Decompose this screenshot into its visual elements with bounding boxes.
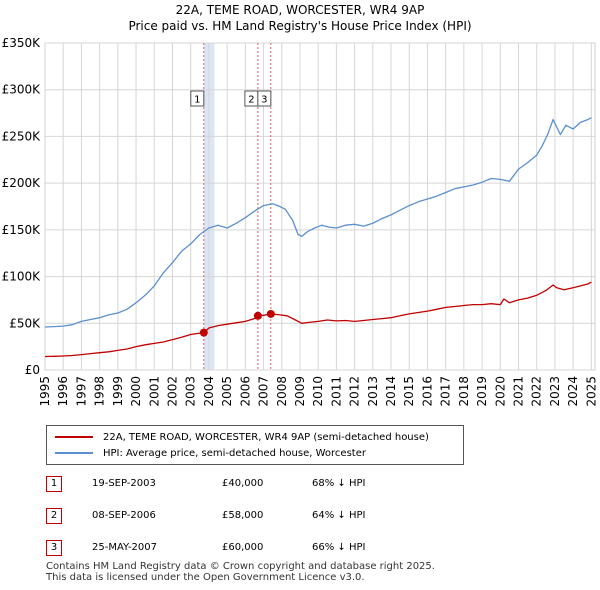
y-tick-label: £300K	[2, 83, 42, 97]
sale-marker-badge: 2	[46, 508, 62, 524]
sale-label-number: 2	[248, 95, 254, 106]
x-tick-label: 2017	[439, 376, 453, 407]
x-tick-label: 1999	[111, 376, 125, 407]
y-tick-label: £200K	[2, 176, 42, 190]
x-tick-label: 2023	[548, 376, 562, 407]
chart-title-line1: 22A, TEME ROAD, WORCESTER, WR4 9AP	[175, 3, 425, 17]
sale-label-number: 1	[194, 95, 200, 106]
x-tick-label: 1998	[93, 376, 107, 407]
sale-price: £40,000	[222, 478, 264, 489]
sale-point	[253, 311, 262, 320]
x-tick-label: 2021	[512, 376, 526, 407]
footer-attribution: Contains HM Land Registry data © Crown c…	[46, 561, 435, 583]
x-tick-label: 2024	[566, 376, 580, 407]
x-tick-label: 2001	[147, 376, 161, 407]
x-tick-label: 2006	[238, 376, 252, 407]
sale-date: 25-MAY-2007	[92, 542, 158, 553]
x-tick-label: 1995	[38, 376, 52, 407]
sale-marker-badge: 3	[46, 540, 62, 556]
x-tick-label: 2016	[420, 376, 434, 407]
chart-title-line2: Price paid vs. HM Land Registry's House …	[128, 19, 472, 33]
x-tick-label: 2014	[384, 376, 398, 407]
y-tick-label: £50K	[9, 316, 41, 330]
sale-date: 08-SEP-2006	[92, 510, 156, 521]
x-tick-label: 2003	[184, 376, 198, 407]
sale-point	[199, 328, 208, 337]
sale-label-box	[257, 90, 272, 107]
plot-area	[44, 42, 596, 371]
y-tick-label: £350K	[2, 36, 42, 50]
x-tick-label: 2007	[257, 376, 271, 407]
x-tick-label: 2022	[530, 376, 544, 407]
x-tick-label: 2013	[366, 376, 380, 407]
legend: 22A, TEME ROAD, WORCESTER, WR4 9AP (semi…	[46, 425, 464, 465]
legend-item-hpi: HPI: Average price, semi-detached house,…	[55, 446, 366, 460]
sale-price: £58,000	[222, 510, 264, 521]
sale-row: 2 08-SEP-2006 £58,000 64% ↓ HPI	[46, 508, 466, 524]
x-tick-label: 1997	[74, 376, 88, 407]
x-tick-label: 2025	[584, 376, 598, 407]
legend-swatch-hpi	[55, 452, 93, 454]
x-tick-label: 2002	[165, 376, 179, 407]
x-tick-label: 2012	[348, 376, 362, 407]
hpi-line	[44, 117, 592, 328]
footer-line2: This data is licensed under the Open Gov…	[46, 572, 365, 583]
x-tick-label: 2005	[220, 376, 234, 407]
x-tick-label: 2011	[329, 376, 343, 407]
sale-price: £60,000	[222, 542, 264, 553]
legend-label-hpi: HPI: Average price, semi-detached house,…	[103, 447, 366, 459]
y-tick-label: £0	[25, 363, 40, 377]
sale-label-number: 3	[261, 95, 267, 106]
sale-hpi-diff: 68% ↓ HPI	[312, 478, 366, 489]
legend-swatch-property	[55, 436, 93, 438]
x-tick-label: 2015	[402, 376, 416, 407]
x-tick-label: 2020	[493, 376, 507, 407]
legend-label-property: 22A, TEME ROAD, WORCESTER, WR4 9AP (semi…	[103, 431, 429, 443]
property-price-line	[44, 281, 592, 358]
sale-point	[266, 309, 275, 318]
x-tick-label: 1996	[56, 376, 70, 407]
x-tick-label: 2019	[475, 376, 489, 407]
chart-title: 22A, TEME ROAD, WORCESTER, WR4 9AP Price…	[0, 2, 600, 34]
sale-date: 19-SEP-2003	[92, 478, 156, 489]
x-tick-label: 2008	[275, 376, 289, 407]
sale-row: 1 19-SEP-2003 £40,000 68% ↓ HPI	[46, 476, 466, 492]
x-tick-label: 2000	[129, 376, 143, 407]
sale-label-box	[190, 90, 205, 107]
sale-marker-badge: 1	[46, 476, 62, 492]
sale-hpi-diff: 64% ↓ HPI	[312, 510, 366, 521]
sale-row: 3 25-MAY-2007 £60,000 66% ↓ HPI	[46, 540, 466, 556]
sale-hpi-diff: 66% ↓ HPI	[312, 542, 366, 553]
y-tick-label: £100K	[2, 270, 42, 284]
footer-line1: Contains HM Land Registry data © Crown c…	[46, 561, 435, 572]
x-tick-label: 2018	[457, 376, 471, 407]
y-tick-label: £150K	[2, 223, 42, 237]
x-tick-label: 2004	[202, 376, 216, 407]
x-tick-label: 2009	[293, 376, 307, 407]
legend-item-property: 22A, TEME ROAD, WORCESTER, WR4 9AP (semi…	[55, 430, 429, 444]
x-tick-label: 2010	[311, 376, 325, 407]
y-tick-label: £250K	[2, 129, 42, 143]
